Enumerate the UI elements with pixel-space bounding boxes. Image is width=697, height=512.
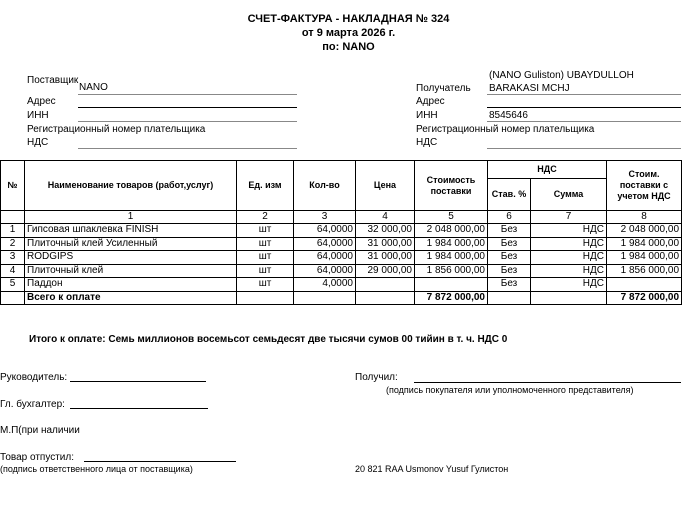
recipient-inn-label: ИНН [416, 110, 438, 121]
cell-total: 1 984 000,00 [606, 236, 683, 251]
cell-price: 32 000,00 [355, 223, 415, 238]
cell-name: Паддон [24, 277, 237, 292]
col-number: 1 [24, 210, 237, 224]
cell-qty: 64,0000 [293, 223, 356, 238]
cell-no: 4 [0, 263, 25, 278]
cell-cost: 1 984 000,00 [414, 236, 488, 251]
col-number: 7 [529, 210, 608, 224]
cell-no: 1 [0, 223, 25, 238]
cell-cost: 2 048 000,00 [414, 223, 488, 238]
recipient-reg-label: Регистрационный номер плательщика [416, 124, 595, 135]
header-vat: НДС [486, 160, 608, 179]
total-label: Всего к оплате [24, 290, 237, 305]
document-date: от 9 марта 2026 г. [301, 27, 396, 39]
cell-price: 31 000,00 [355, 236, 415, 251]
cell-sum: НДС [529, 250, 608, 265]
invoice-table: № Наименование товаров (работ,услуг) Ед.… [0, 160, 683, 305]
cell-no: 2 [0, 236, 25, 251]
header-price: Цена [355, 160, 415, 211]
document-title: СЧЕТ-ФАКТУРА - НАКЛАДНАЯ № 324 [247, 13, 450, 25]
accountant-label: Гл. бухгалтер: [0, 399, 65, 410]
cell-cost: 1 984 000,00 [414, 250, 488, 265]
supplier-inn-label: ИНН [27, 110, 49, 121]
received-note: (подпись покупателя или уполномоченного … [386, 385, 634, 395]
cell-price: 29 000,00 [355, 263, 415, 278]
cell-cost [414, 277, 488, 292]
cell-total: 2 048 000,00 [606, 223, 683, 238]
cell-unit: шт [236, 223, 294, 238]
cell-unit: шт [236, 263, 294, 278]
supplier-reg-label: Регистрационный номер плательщика [27, 124, 206, 135]
cell-no: 3 [0, 250, 25, 265]
header-rate: Став. % [487, 178, 531, 211]
cell-rate: Без [487, 250, 531, 265]
cell-rate: Без [487, 236, 531, 251]
cell-sum: НДС [529, 236, 608, 251]
recipient-inn: 8545646 [489, 110, 528, 121]
total-row: Всего к оплате 7 872 000,00 7 872 000,00 [0, 290, 683, 305]
recipient-value-line1: (NANO Guliston) UBAYDULLOH [489, 70, 634, 81]
stamp-label: М.П(при наличии [0, 425, 80, 436]
cell-total: 1 984 000,00 [606, 250, 683, 265]
col-number: 6 [487, 210, 531, 224]
cell-qty: 64,0000 [293, 263, 356, 278]
total-in-words: Итого к оплате: Семь миллионов восемьсот… [29, 334, 508, 345]
header-no: № [0, 160, 25, 211]
cell-qty: 4,0000 [293, 277, 356, 292]
recipient-address-label: Адрес [416, 96, 445, 107]
supplier-label: Поставщик [27, 75, 79, 86]
supplier-value: NANO [79, 82, 108, 93]
recipient-vat-label: НДС [416, 137, 438, 148]
col-number: 5 [414, 210, 488, 224]
cell-sum: НДС [529, 263, 608, 278]
received-label: Получил: [355, 372, 398, 383]
cell-qty: 64,0000 [293, 250, 356, 265]
col-number: 2 [236, 210, 294, 224]
total-with-vat: 7 872 000,00 [606, 290, 683, 305]
header-name: Наименование товаров (работ,услуг) [24, 160, 237, 211]
cell-cost: 1 856 000,00 [414, 263, 488, 278]
cell-rate: Без [487, 277, 531, 292]
table-row: 2 Плиточный клей Усиленный шт 64,0000 31 000… [0, 236, 683, 251]
col-number: 4 [355, 210, 415, 224]
cell-name: Плиточный клей [24, 263, 237, 278]
cell-total: 1 856 000,00 [606, 263, 683, 278]
header-total: Стоим. поставки с учетом НДС [606, 160, 683, 211]
cell-name: RODGIPS [24, 250, 237, 265]
table-row: 5 Паддон шт 4,0000 Без НДС [0, 277, 683, 292]
header-unit: Ед. изм [236, 160, 294, 211]
cell-sum: НДС [529, 277, 608, 292]
table-row: 1 Гипсовая шпаклевка FINISH шт 64,0000 32 00… [0, 223, 683, 238]
col-number: 3 [293, 210, 356, 224]
table-row: 4 Плиточный клей шт 64,0000 29 000,00 1 856 0… [0, 263, 683, 278]
cell-rate: Без [487, 223, 531, 238]
cell-qty: 64,0000 [293, 236, 356, 251]
header-sum: Сумма [529, 178, 608, 211]
cell-total [606, 277, 683, 292]
cell-sum: НДС [529, 223, 608, 238]
recipient-value-line2: BARAKASI MCHJ [489, 83, 570, 94]
supplier-address-label: Адрес [27, 96, 56, 107]
col-number: 8 [606, 210, 683, 224]
footer-note: 20 821 RAA Usmonov Yusuf Гулистон [355, 464, 509, 474]
cell-unit: шт [236, 250, 294, 265]
header-qty: Кол-во [293, 160, 356, 211]
header-cost: Стоимость поставки [414, 160, 488, 211]
cell-name: Плиточный клей Усиленный [24, 236, 237, 251]
total-cost: 7 872 000,00 [414, 290, 488, 305]
cell-price: 31 000,00 [355, 250, 415, 265]
recipient-label: Получатель [416, 83, 471, 94]
cell-price [355, 277, 415, 292]
table-row: 3 RODGIPS шт 64,0000 31 000,00 1 984 000,00 Бе… [0, 250, 683, 265]
released-label: Товар отпустил: [0, 452, 74, 463]
document-by: по: NANO [322, 41, 375, 53]
head-label: Руководитель: [0, 372, 68, 383]
supplier-vat-label: НДС [27, 137, 49, 148]
cell-unit: шт [236, 236, 294, 251]
cell-no: 5 [0, 277, 25, 292]
cell-rate: Без [487, 263, 531, 278]
released-note: (подпись ответственного лица от поставщи… [0, 464, 193, 474]
cell-name: Гипсовая шпаклевка FINISH [24, 223, 237, 238]
cell-unit: шт [236, 277, 294, 292]
